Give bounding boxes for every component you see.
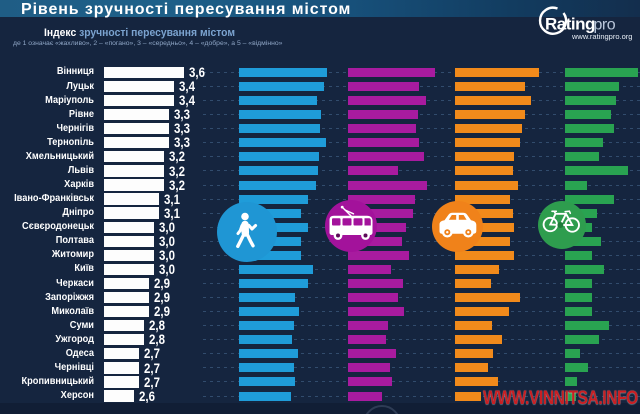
svg-text:pro: pro: [594, 17, 616, 34]
svg-text:Rating: Rating: [545, 15, 595, 34]
svg-text:www.ratingpro.org: www.ratingpro.org: [571, 32, 632, 41]
